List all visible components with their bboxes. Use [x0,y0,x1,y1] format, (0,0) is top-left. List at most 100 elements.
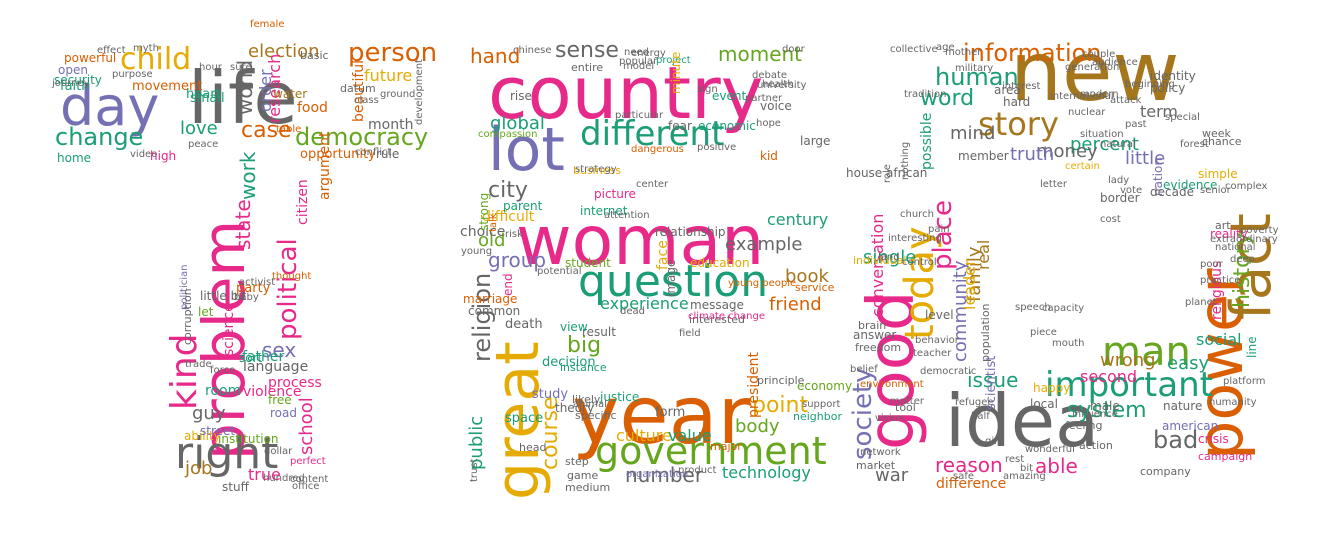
cloud-word: chinese [513,45,552,56]
cloud-word: area [994,83,1021,97]
cloud-word: social [1196,330,1242,349]
cloud-word: ground [380,89,416,100]
cloud-word: capacity [1042,303,1085,314]
cloud-word: week [1202,127,1231,140]
cloud-word: entire [571,61,604,74]
cloud-word: war [875,465,909,486]
cloud-word: end [501,273,515,296]
cloud-word: political [273,238,303,340]
cloud-word: future [364,66,413,85]
cloud-word: product [678,465,717,476]
cloud-word: century [767,210,829,229]
cloud-word: attack [1110,95,1142,106]
cloud-word: thought [272,271,312,282]
cloud-word: freedom [855,341,902,354]
cloud-word: large [800,134,831,148]
cloud-word: system [1067,398,1147,423]
cloud-word: friend [769,294,822,315]
cloud-word: parent [503,199,543,213]
cloud-word: mouth [1052,338,1085,349]
cloud-word: project [656,55,691,66]
cloud-word: movement [132,79,203,94]
cloud-word: animal [573,399,607,410]
cloud-word: cost [1100,214,1121,225]
cloud-word: complex [1225,181,1268,192]
cloud-word: education [690,256,750,270]
cloud-word: hour [199,62,222,73]
cloud-word: book [785,266,829,287]
cloud-word: voice [760,99,792,113]
cloud-word: answer [853,328,897,342]
cloud-word: model [623,61,655,72]
cloud-word: issue [967,368,1019,392]
cloud-word: citizen [295,179,311,225]
cloud-word: city [488,178,528,203]
cloud-word: church [900,209,934,220]
cloud-word: justice [600,390,640,404]
cloud-word: dangerous [631,144,684,155]
cloud-word: american [1162,419,1219,433]
cloud-word: local [1030,397,1058,411]
cloud-word: party [236,281,271,296]
cloud-word: influence [1072,409,1118,420]
cloud-word: school [296,397,317,455]
cloud-word: mind [950,123,996,144]
cloud-word: sure [230,62,252,73]
cloud-word: guy [192,403,226,424]
cloud-word: theory [555,401,595,415]
cloud-word: father [242,349,285,365]
cloud-word: sort [239,351,263,365]
cloud-word: word [920,86,975,111]
cloud-word: platform [1223,376,1266,387]
cloud-word: rise [510,89,532,103]
cloud-word: work [236,151,260,200]
cloud-word: myth [133,43,159,54]
cloud-word: relationship [655,225,726,239]
cloud-word: little [1125,148,1166,169]
cloud-word: water [273,87,308,101]
cloud-word: internet [580,204,628,218]
cloud-word: food [297,100,328,116]
cloud-word: beginning [1125,79,1175,90]
cloud-word: state [231,199,255,250]
cloud-word: age [936,42,955,53]
cloud-word: human [935,63,1019,91]
cloud-word: faith [60,79,90,94]
cloud-word: natural [1100,139,1136,150]
cloud-word: basic [300,49,329,62]
cloud-word: international [1050,91,1114,102]
cloud-word: popular [619,56,658,67]
cloud-word: couple [1082,49,1116,60]
cloud-word: year [572,369,751,462]
cloud-word: nuclear [1068,107,1106,118]
cloud-word: number [625,463,704,487]
cloud-word: need [624,47,649,58]
cloud-word: line [1245,336,1259,358]
cloud-word: reality [1210,227,1248,241]
cloud-word: video [130,149,158,160]
cloud-word: planet [1185,297,1217,308]
cloud-word: pain [928,224,950,235]
cloud-word: term [1140,102,1178,121]
cloud-word: force [210,365,236,376]
cloud-word: love [180,118,218,139]
cloud-word: result [582,325,616,339]
cloud-word: risk [505,229,523,240]
cloud-word: crisis [1198,432,1229,446]
cloud-word: experience [600,294,689,313]
cloud-word: job [185,458,213,479]
cloud-word: matter [890,396,924,407]
cloud-word: economy [797,379,853,393]
cloud-word: forest [1180,139,1209,150]
cloud-word: nothing [900,141,911,180]
cloud-word: class [354,95,379,106]
cloud-word: choice [460,224,506,240]
cloud-word: woman [516,202,765,281]
cloud-word: journey [52,78,90,89]
cloud-word: nature [1163,399,1203,413]
cloud-word: military [955,63,994,74]
cloud-word: teacher [913,348,952,359]
cloud-word: powerful [64,51,117,65]
cloud-word: home [57,151,92,165]
